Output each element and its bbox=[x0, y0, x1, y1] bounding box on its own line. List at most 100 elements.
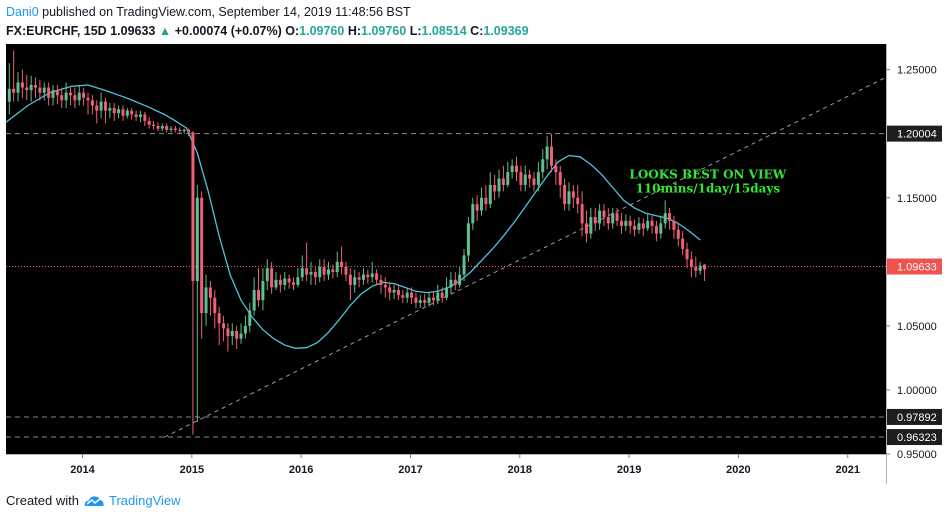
candle-down bbox=[689, 259, 693, 267]
candle-down bbox=[60, 95, 64, 101]
candle-down bbox=[47, 87, 51, 98]
candle-down bbox=[475, 204, 479, 211]
candle-up bbox=[51, 90, 55, 98]
candle-up bbox=[274, 279, 278, 288]
candle-up bbox=[7, 88, 11, 102]
candle-up bbox=[309, 272, 313, 275]
time-tick-label: 2016 bbox=[289, 464, 313, 476]
time-tick-label: 2017 bbox=[398, 464, 422, 476]
candle-down bbox=[515, 165, 519, 173]
candle-down bbox=[681, 238, 685, 249]
candle-down bbox=[68, 92, 72, 96]
price-change: +0.00074 (+0.07%) bbox=[174, 24, 282, 38]
candle-up bbox=[405, 292, 409, 298]
candle-down bbox=[431, 297, 435, 301]
candle-down bbox=[73, 95, 77, 101]
candle-down bbox=[383, 284, 387, 288]
last-price-tag[interactable] bbox=[887, 258, 942, 275]
candle-down bbox=[532, 178, 536, 185]
open-label: O: bbox=[285, 24, 300, 38]
candle-down bbox=[401, 295, 405, 298]
candle-up bbox=[353, 277, 357, 285]
publish-info: published on TradingView.com, September … bbox=[42, 5, 411, 19]
candle-down bbox=[331, 269, 335, 273]
candle-down bbox=[484, 197, 488, 205]
candle-down bbox=[222, 323, 226, 329]
candle-up bbox=[497, 178, 501, 192]
candle-up bbox=[204, 287, 208, 314]
candle-down bbox=[650, 220, 654, 226]
price-tick-label: 1.00000 bbox=[897, 385, 937, 397]
candle-down bbox=[103, 101, 107, 111]
candle-down bbox=[134, 114, 138, 118]
level-price-tag[interactable] bbox=[887, 429, 942, 446]
candle-down bbox=[86, 97, 90, 101]
candle-down bbox=[344, 266, 348, 275]
annotation-text[interactable]: 110mins/1day/15days bbox=[635, 182, 780, 196]
high-value: 1.09760 bbox=[361, 24, 407, 38]
plot-area[interactable] bbox=[6, 44, 886, 454]
candle-up bbox=[480, 197, 484, 211]
candle-down bbox=[226, 328, 230, 337]
level-price-tag[interactable] bbox=[887, 125, 942, 142]
candle-up bbox=[326, 269, 330, 275]
candle-up bbox=[160, 126, 164, 129]
candle-up bbox=[16, 82, 20, 93]
trendline[interactable] bbox=[164, 76, 887, 438]
candle-down bbox=[90, 100, 94, 106]
candle-up bbox=[536, 172, 540, 185]
candle-down bbox=[410, 292, 414, 298]
open-value: 1.09760 bbox=[299, 24, 345, 38]
candle-up bbox=[108, 108, 112, 111]
candle-up bbox=[195, 197, 199, 282]
candle-up bbox=[99, 101, 103, 111]
candle-up bbox=[239, 333, 243, 339]
high-label: H: bbox=[347, 24, 362, 38]
candle-down bbox=[12, 88, 16, 93]
candle-down bbox=[191, 132, 195, 282]
level-price-tag[interactable] bbox=[887, 408, 942, 425]
time-axis[interactable] bbox=[6, 454, 886, 484]
candle-down bbox=[379, 279, 383, 285]
candle-down bbox=[366, 274, 370, 278]
candle-up bbox=[624, 220, 628, 226]
candle-up bbox=[611, 213, 615, 224]
candle-down bbox=[388, 287, 392, 293]
author-link[interactable]: Dani0 bbox=[6, 5, 39, 19]
candle-down bbox=[396, 290, 400, 296]
candle-up bbox=[361, 274, 365, 280]
footer: Created with TradingView bbox=[6, 493, 181, 508]
candle-up bbox=[510, 165, 514, 173]
time-tick-label: 2018 bbox=[508, 464, 532, 476]
time-tick-label: 2021 bbox=[835, 464, 859, 476]
candle-down bbox=[584, 223, 588, 234]
candle-down bbox=[112, 108, 116, 114]
candle-down bbox=[217, 313, 221, 324]
candle-up bbox=[370, 273, 374, 278]
candle-down bbox=[187, 129, 191, 133]
candle-down bbox=[593, 216, 597, 224]
candle-up bbox=[77, 92, 81, 101]
candle-up bbox=[318, 266, 322, 278]
candle-down bbox=[130, 110, 134, 115]
candle-down bbox=[576, 197, 580, 205]
tradingview-link[interactable]: TradingView bbox=[108, 493, 181, 508]
candle-down bbox=[563, 184, 567, 205]
candle-up bbox=[117, 109, 121, 114]
candle-up bbox=[567, 191, 571, 205]
candle-up bbox=[471, 204, 475, 224]
candle-down bbox=[571, 191, 575, 198]
candle-up bbox=[488, 184, 492, 205]
candle-down bbox=[165, 126, 169, 130]
candle-up bbox=[449, 279, 453, 288]
annotation-text[interactable]: LOOKS BEST ON VIEW bbox=[629, 168, 786, 182]
candle-down bbox=[703, 264, 707, 270]
candle-down bbox=[34, 85, 38, 88]
candle-down bbox=[501, 178, 505, 185]
level-price-label: 0.96323 bbox=[897, 432, 937, 444]
candle-down bbox=[287, 278, 291, 283]
candle-down bbox=[580, 204, 584, 224]
candle-up bbox=[646, 220, 650, 229]
price-tick-label: 1.15000 bbox=[897, 193, 937, 205]
